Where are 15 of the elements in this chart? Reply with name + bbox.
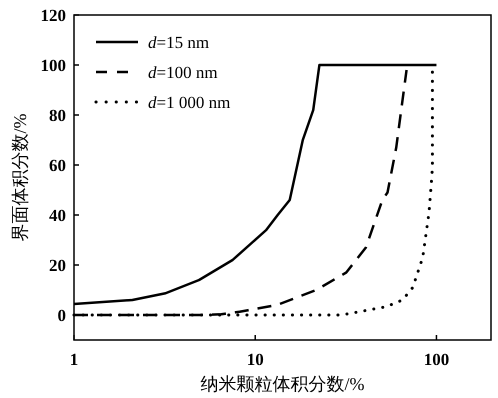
x-tick-label: 100 [424, 350, 450, 369]
legend-label: d=1 000 nm [148, 93, 230, 112]
x-tick-label: 10 [246, 350, 264, 369]
y-tick-label: 60 [49, 156, 66, 175]
y-tick-label: 100 [40, 56, 66, 75]
legend-label: d=100 nm [148, 63, 218, 82]
y-tick-label: 0 [58, 306, 66, 325]
x-tick-label: 1 [70, 350, 78, 369]
y-axis-title: 界面体积分数/% [10, 114, 30, 242]
x-axis-title: 纳米颗粒体积分数/% [200, 374, 364, 394]
y-tick-label: 40 [49, 206, 66, 225]
y-tick-label: 80 [49, 106, 66, 125]
y-tick-label: 20 [49, 256, 66, 275]
y-tick-label: 120 [40, 6, 66, 25]
legend-label: d=15 nm [148, 33, 210, 52]
